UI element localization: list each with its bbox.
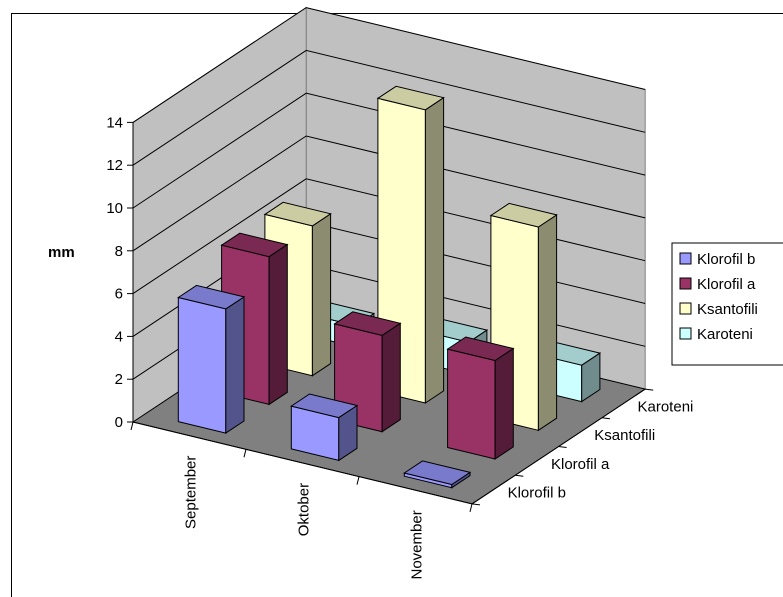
depth-tick: [601, 417, 610, 420]
legend: Klorofil b Klorofil a Ksantofili Karoteni: [671, 242, 783, 366]
y-tick-label: 6: [115, 286, 123, 303]
x-tick-label: November: [409, 510, 426, 579]
y-tick-label: 10: [106, 200, 123, 217]
y-tick-label: 2: [115, 371, 123, 388]
bar: [376, 85, 445, 404]
gridline: [132, 49, 646, 166]
legend-label: Klorofil a: [697, 276, 756, 293]
bar: [177, 284, 246, 435]
bars: [177, 85, 602, 489]
depth-tick-label: Klorofil b: [508, 485, 566, 502]
y-tick-label: 4: [115, 328, 123, 345]
bar: [403, 460, 472, 489]
bar-top: [177, 284, 246, 310]
bar-side: [268, 243, 288, 406]
legend-swatch: [679, 327, 692, 340]
x-tick: [356, 476, 360, 485]
bar: [290, 393, 359, 462]
bar-top: [489, 202, 558, 228]
x-tick-label: Oktober: [296, 483, 313, 536]
depth-tick-label: Ksantofili: [594, 427, 655, 444]
bar-top: [263, 201, 332, 227]
bar-top: [220, 232, 289, 258]
bar-top: [403, 460, 472, 486]
y-axis-title: mm: [48, 244, 75, 261]
bar-top: [333, 311, 402, 336]
x-tick: [130, 421, 134, 431]
axes: 0 2 4 6 8 10 12 14 September Oktober November Karot…: [106, 114, 693, 579]
y-tick-label: 12: [106, 157, 123, 174]
depth-tick: [645, 388, 654, 391]
bar-side: [537, 213, 558, 432]
gridline: [132, 7, 646, 123]
bar-side: [494, 347, 514, 460]
y-tick-label: 14: [106, 114, 123, 131]
x-axis-line: [132, 421, 473, 505]
x-tick: [469, 503, 473, 513]
x-tick-label: September: [183, 456, 200, 529]
x-tick: [243, 449, 247, 458]
legend-label: Klorofil b: [697, 251, 755, 268]
legend-swatch: [679, 277, 692, 290]
depth-tick: [558, 446, 567, 448]
bar-front: [447, 348, 496, 460]
bar-top: [376, 85, 445, 111]
legend-label: Ksantofili: [697, 301, 758, 318]
depth-tick-label: Karoteni: [638, 398, 694, 415]
gridline: [132, 135, 646, 252]
y-tick-label: 8: [115, 243, 123, 260]
bar-side: [381, 322, 401, 433]
legend-label: Karoteni: [697, 326, 753, 343]
bar-front: [177, 296, 227, 434]
bar-top: [290, 393, 359, 419]
depth-tick: [471, 503, 481, 506]
bar-side: [311, 212, 332, 377]
bar-side: [424, 96, 445, 404]
depth-tick: [515, 474, 524, 477]
depth-tick-label: Klorofil a: [551, 456, 610, 473]
gridline: [132, 92, 646, 209]
bar-top: [446, 336, 515, 362]
bar-side: [225, 295, 245, 435]
chart-frame: [11, 13, 783, 597]
legend-swatch: [679, 302, 692, 315]
bar: [446, 336, 515, 460]
y-tick-label: 0: [115, 414, 123, 431]
legend-swatch: [679, 252, 692, 265]
